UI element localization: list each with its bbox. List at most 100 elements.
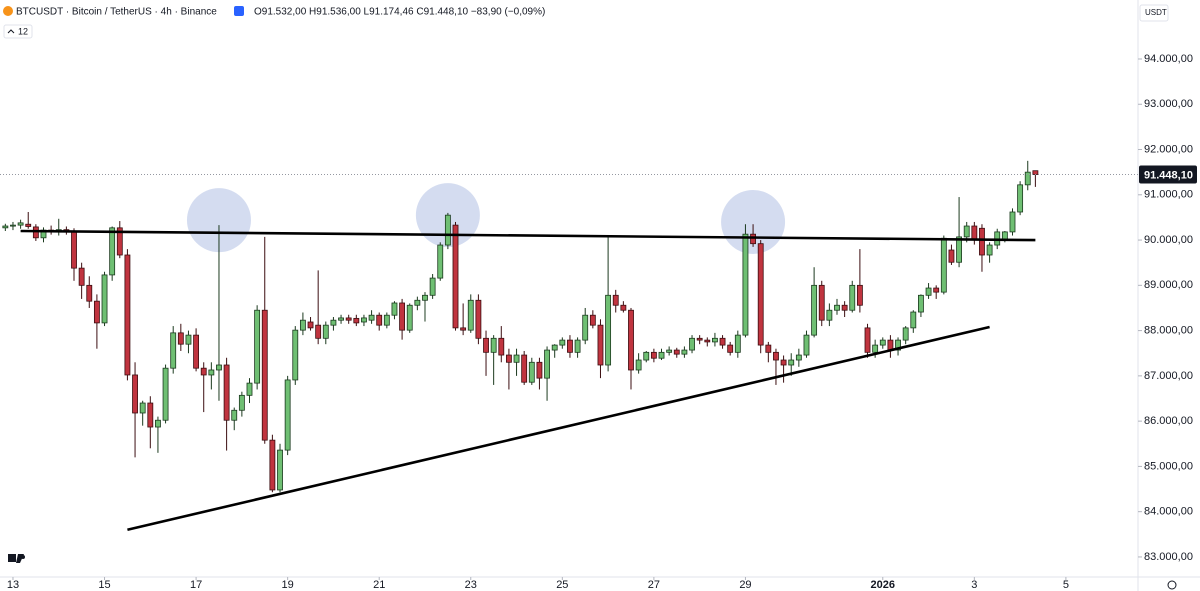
candle-body <box>124 254 131 376</box>
symbol-title: BTCUSDT · Bitcoin / TetherUS · 4h · Bina… <box>16 7 217 18</box>
candle-body <box>650 351 657 359</box>
candle-body <box>582 314 589 341</box>
candle-body <box>361 317 367 323</box>
candle-body <box>712 337 718 343</box>
candle-body <box>139 402 146 414</box>
candle-body <box>734 334 741 353</box>
candle-body <box>536 361 543 379</box>
trendline <box>127 325 990 532</box>
candle-body <box>673 349 680 355</box>
candle-body <box>750 233 756 245</box>
candle-body <box>299 319 306 331</box>
candle-body <box>658 351 665 359</box>
ohlc-readout: O91.532,00 H91.536,00 L91.174,46 C91.448… <box>254 7 545 18</box>
candle-body <box>452 224 459 329</box>
y-tick-label: 85.000,00 <box>1144 460 1193 472</box>
tv-logo <box>8 554 25 563</box>
y-tick-label: 93.000,00 <box>1144 98 1193 110</box>
candle-body <box>811 284 818 336</box>
candle-body <box>620 304 627 311</box>
candle-body <box>1009 211 1016 233</box>
candle-body <box>505 354 512 363</box>
candle-body <box>902 327 909 341</box>
y-tick-label: 87.000,00 <box>1144 370 1193 382</box>
coin-icon <box>3 6 13 16</box>
indicator-toggle[interactable] <box>3 24 33 39</box>
candle-body <box>216 364 222 371</box>
candle-body <box>162 367 169 421</box>
candle-body <box>399 302 406 331</box>
candle-body <box>269 439 276 491</box>
x-tick-label: 21 <box>373 579 385 591</box>
candle-body <box>467 299 474 331</box>
candle-body <box>742 233 749 336</box>
currency-button[interactable] <box>1139 4 1169 22</box>
candle-body <box>528 361 535 383</box>
candle-body <box>826 309 833 321</box>
candle-body <box>849 284 856 311</box>
candle-body <box>86 284 93 302</box>
candle-body <box>956 236 962 263</box>
candle-body <box>773 351 779 361</box>
candle-body <box>406 304 413 331</box>
candle-body <box>872 344 879 353</box>
y-tick-label: 88.000,00 <box>1144 325 1193 337</box>
candle-body <box>25 223 32 227</box>
candle-body <box>147 402 154 428</box>
candle-body <box>284 379 291 451</box>
flag-icon[interactable] <box>234 6 244 16</box>
candle-body <box>429 277 436 296</box>
candle-body <box>170 332 177 369</box>
candle-body <box>193 334 200 369</box>
y-tick-label: 86.000,00 <box>1144 415 1193 427</box>
candle-body <box>116 227 123 256</box>
candle-body <box>879 339 886 346</box>
candle-body <box>315 324 322 339</box>
candle-body <box>208 369 215 376</box>
chevron <box>7 29 15 34</box>
candle-body <box>101 274 108 324</box>
candle-body <box>437 244 444 279</box>
last-price-box <box>1139 165 1197 184</box>
candle-body <box>910 311 917 329</box>
y-tick-label: 83.000,00 <box>1144 551 1193 563</box>
x-tick-label: 15 <box>98 579 110 591</box>
candle-body <box>307 321 314 329</box>
candle-body <box>1017 184 1024 213</box>
x-tick-label: 17 <box>190 579 202 591</box>
candle-body <box>559 339 566 346</box>
indicator-label: 12 <box>18 26 28 36</box>
y-tick-label: 84.000,00 <box>1144 506 1193 518</box>
candle-body <box>254 309 261 384</box>
candle-body <box>376 314 383 326</box>
candle-body <box>788 359 795 366</box>
candle-body <box>71 230 77 269</box>
candle-body <box>383 314 390 326</box>
candle-body <box>574 339 581 353</box>
x-tick-label: 23 <box>465 579 477 591</box>
settings-icon[interactable] <box>1167 580 1177 590</box>
candle-body <box>933 287 940 293</box>
y-tick-label: 90.000,00 <box>1144 234 1193 246</box>
currency-label: USDT <box>1145 8 1167 17</box>
candle-body <box>963 225 970 238</box>
candle-body <box>925 287 932 296</box>
candle-body <box>345 317 352 321</box>
y-tick-label: 92.000,00 <box>1144 143 1193 155</box>
candle-body <box>643 351 650 361</box>
candle-body <box>986 244 993 256</box>
candle-body <box>277 449 283 491</box>
candle-body <box>185 334 192 345</box>
candle-body <box>475 299 482 339</box>
candle-body <box>353 317 360 324</box>
candle-body <box>864 327 871 353</box>
x-tick-label: 2026 <box>871 579 895 591</box>
candle-body <box>460 327 467 331</box>
candle-body <box>803 334 810 356</box>
x-tick-label: 19 <box>282 579 294 591</box>
y-tick-label: 89.000,00 <box>1144 279 1193 291</box>
candle-body <box>368 314 375 321</box>
last-price-label: 91.448,10 <box>1144 169 1193 181</box>
candle-body <box>414 299 421 306</box>
